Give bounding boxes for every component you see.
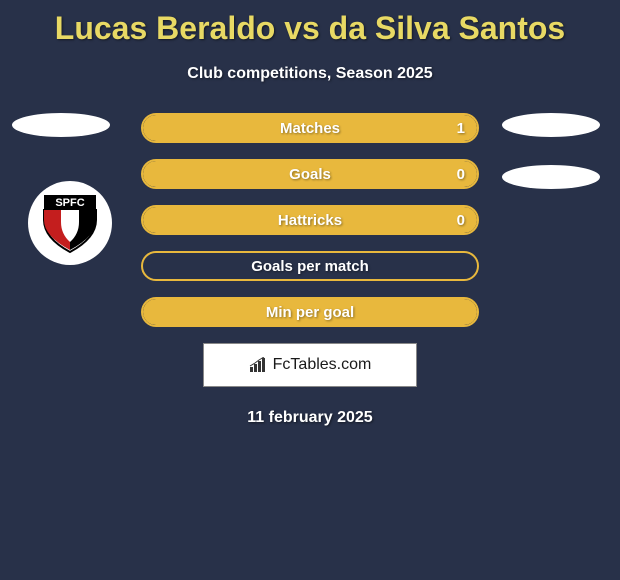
chart-icon — [249, 357, 269, 373]
comparison-content: SPFC Matches 1 Goals 0 Hattricks 0 Goals — [0, 113, 620, 427]
stat-bar-min-per-goal: Min per goal — [141, 297, 479, 327]
stat-label: Hattricks — [278, 212, 342, 229]
brand-text: FcTables.com — [273, 356, 372, 374]
stat-label: Matches — [280, 120, 340, 137]
page-subtitle: Club competitions, Season 2025 — [0, 65, 620, 83]
svg-text:SPFC: SPFC — [55, 197, 84, 209]
club-badge: SPFC — [28, 181, 112, 265]
page-title: Lucas Beraldo vs da Silva Santos — [0, 0, 620, 47]
player-oval-left — [12, 113, 110, 137]
brand-box[interactable]: FcTables.com — [203, 343, 417, 387]
stat-bar-hattricks: Hattricks 0 — [141, 205, 479, 235]
stat-bar-goals: Goals 0 — [141, 159, 479, 189]
player-oval-right-2 — [502, 165, 600, 189]
stat-label: Goals — [289, 166, 331, 183]
stat-value: 0 — [457, 166, 465, 183]
player-oval-right-1 — [502, 113, 600, 137]
stat-bar-matches: Matches 1 — [141, 113, 479, 143]
spfc-shield-icon: SPFC — [41, 192, 99, 254]
stat-label: Goals per match — [251, 258, 369, 275]
date-text: 11 february 2025 — [0, 409, 620, 427]
stat-bars: Matches 1 Goals 0 Hattricks 0 Goals per … — [141, 113, 479, 327]
stat-label: Min per goal — [266, 304, 354, 321]
stat-value: 0 — [457, 212, 465, 229]
stat-bar-goals-per-match: Goals per match — [141, 251, 479, 281]
stat-value: 1 — [457, 120, 465, 137]
